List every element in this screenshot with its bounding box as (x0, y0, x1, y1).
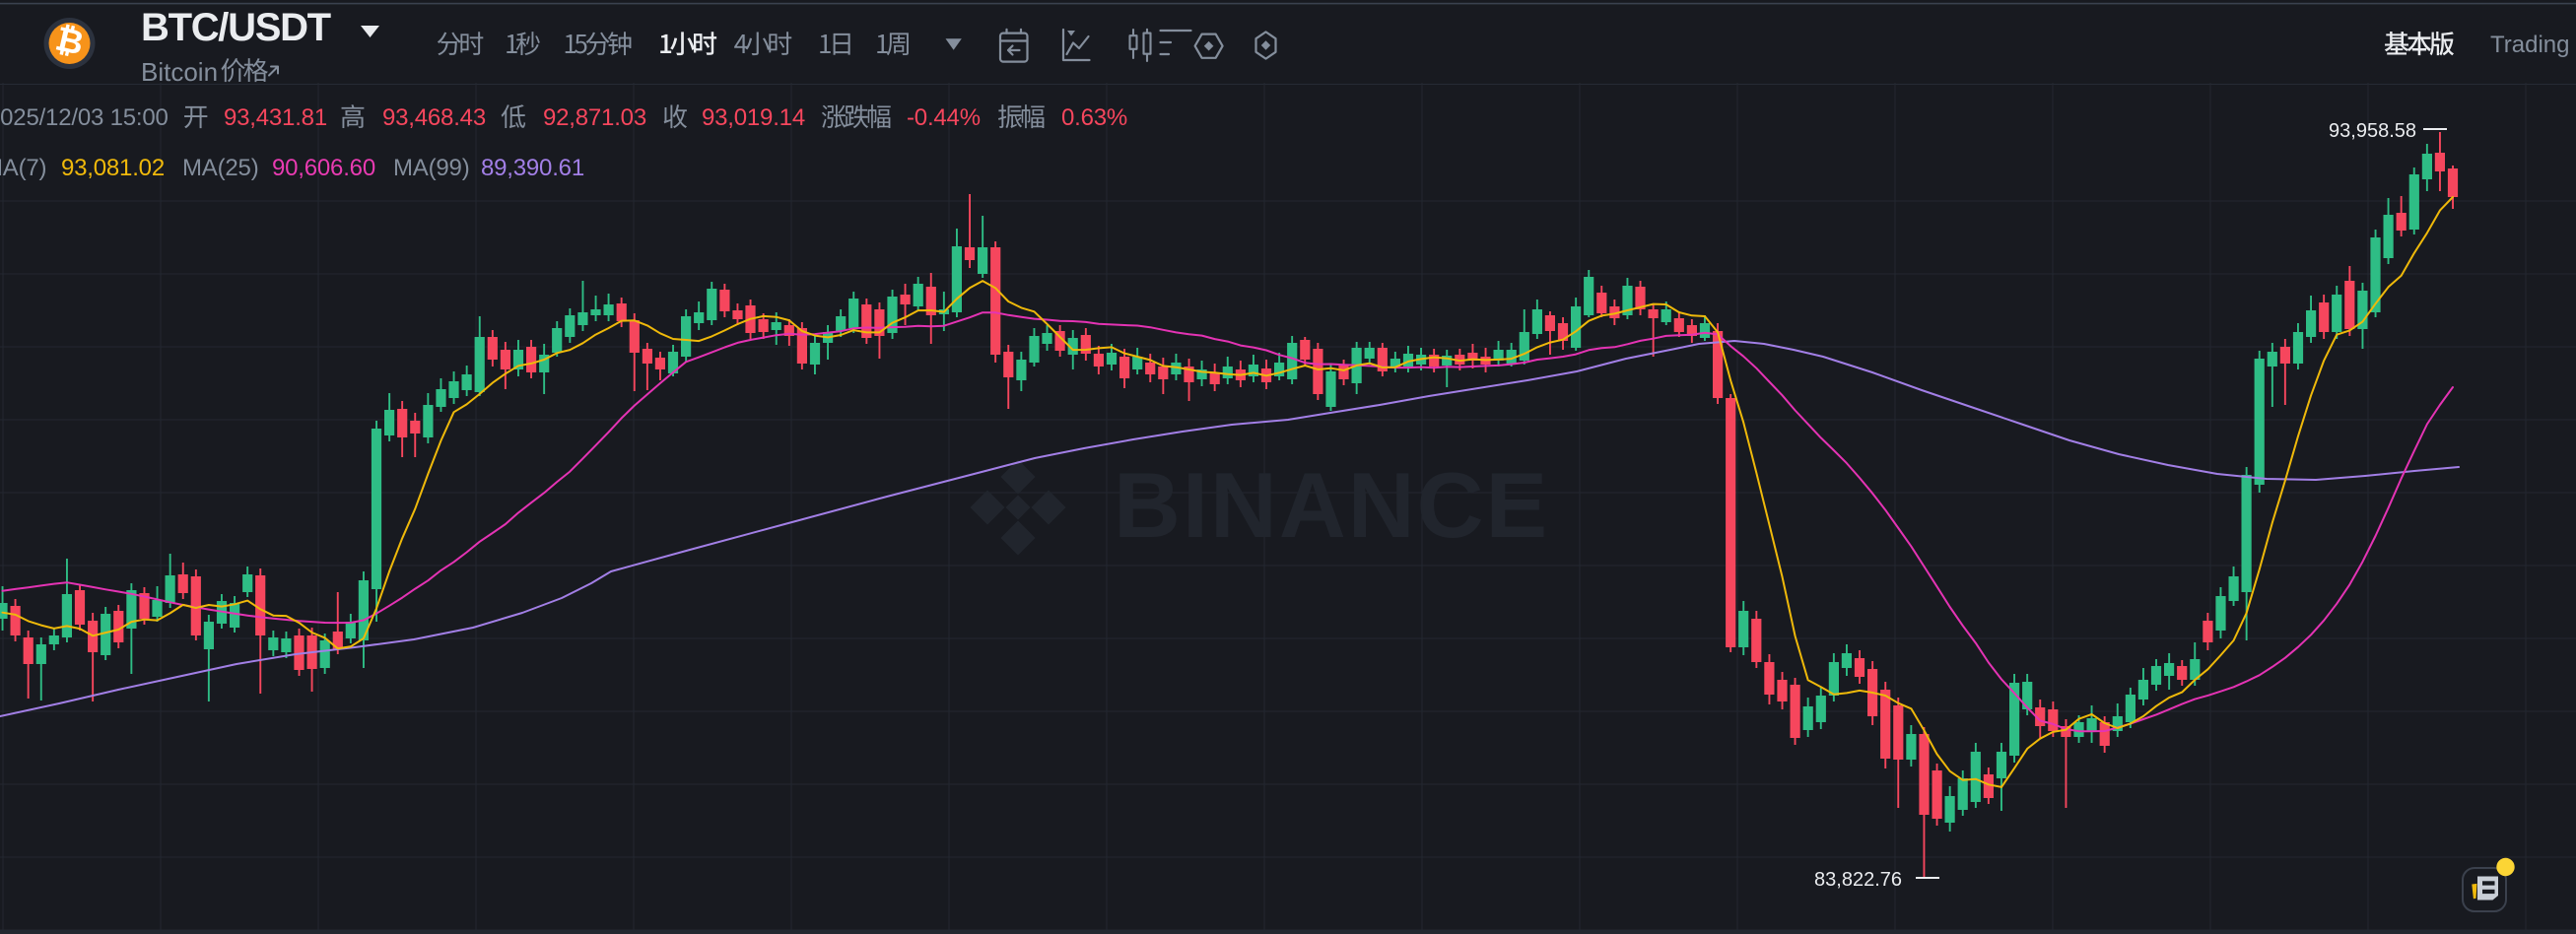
svg-text:BINANCE: BINANCE (1114, 453, 1549, 557)
svg-text:93,958.58: 93,958.58 (2329, 120, 2416, 142)
svg-text:83,822.76: 83,822.76 (1814, 869, 1902, 891)
